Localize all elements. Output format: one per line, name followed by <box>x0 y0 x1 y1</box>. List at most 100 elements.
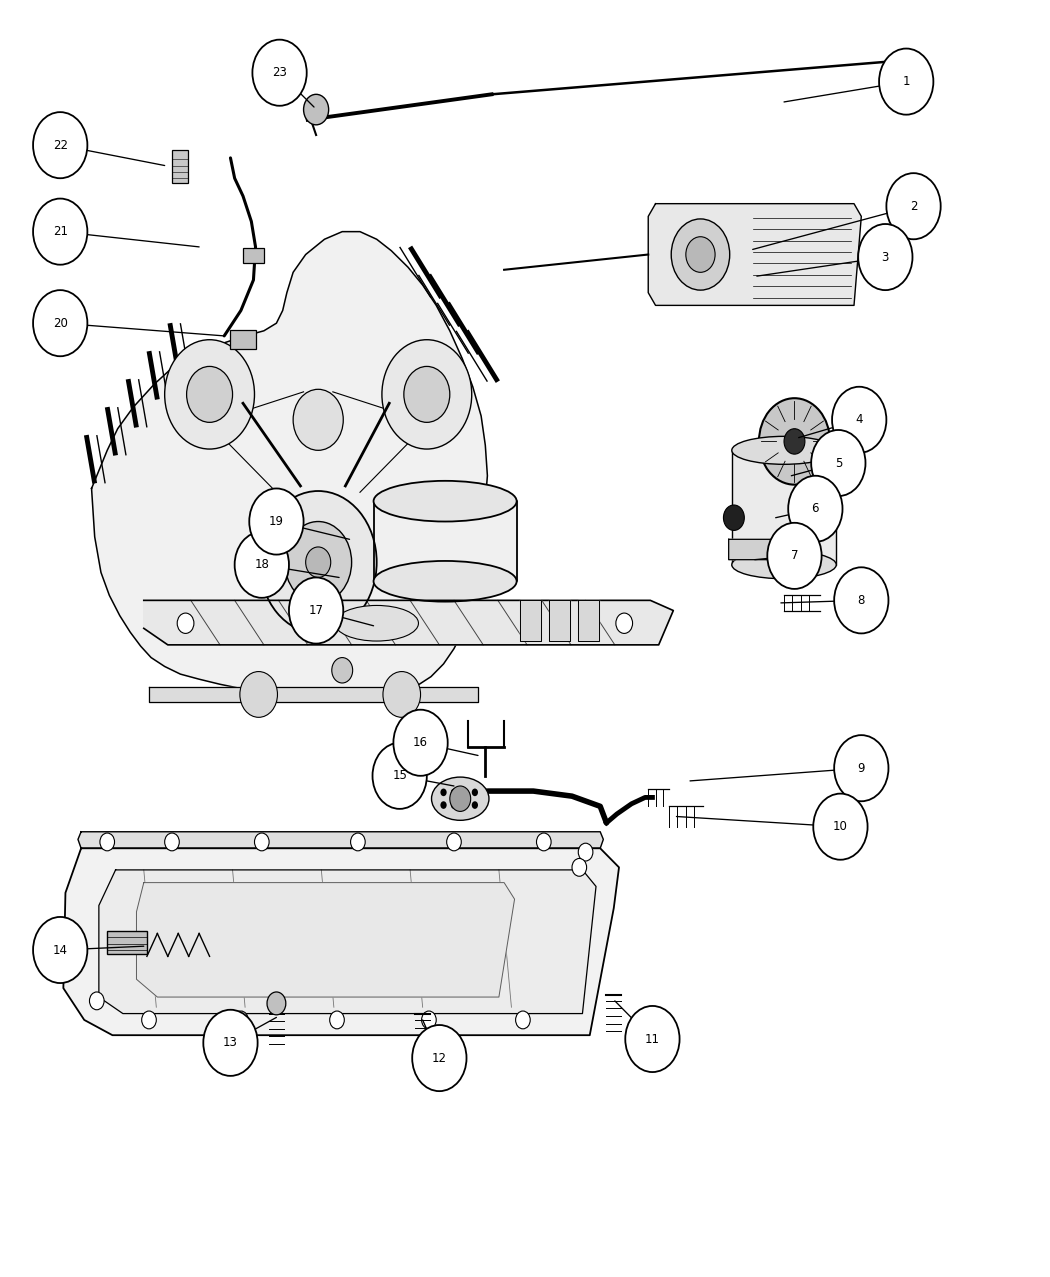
Polygon shape <box>549 600 570 641</box>
Circle shape <box>233 1011 248 1029</box>
Circle shape <box>252 40 307 106</box>
Circle shape <box>259 492 377 633</box>
Text: 3: 3 <box>882 250 889 263</box>
Circle shape <box>383 672 421 718</box>
Circle shape <box>285 521 352 603</box>
Circle shape <box>440 801 446 808</box>
Circle shape <box>461 801 467 808</box>
Circle shape <box>516 1011 530 1029</box>
Circle shape <box>165 833 180 850</box>
Text: 7: 7 <box>791 549 798 562</box>
Circle shape <box>461 788 467 796</box>
Polygon shape <box>374 501 517 581</box>
Text: 11: 11 <box>645 1033 659 1046</box>
Polygon shape <box>144 600 673 645</box>
Circle shape <box>373 743 426 808</box>
Circle shape <box>579 843 593 861</box>
Polygon shape <box>149 687 478 702</box>
Circle shape <box>537 833 551 850</box>
Text: 16: 16 <box>413 737 428 750</box>
Circle shape <box>289 577 343 644</box>
Text: 14: 14 <box>52 944 67 956</box>
Circle shape <box>33 199 87 264</box>
Polygon shape <box>729 539 797 559</box>
Bar <box>230 329 255 349</box>
Circle shape <box>572 858 587 876</box>
Circle shape <box>812 430 865 495</box>
Circle shape <box>723 504 744 530</box>
Circle shape <box>789 476 842 541</box>
Ellipse shape <box>335 605 419 641</box>
Text: 4: 4 <box>856 414 863 427</box>
Text: 8: 8 <box>858 594 865 607</box>
Circle shape <box>332 658 353 683</box>
Circle shape <box>249 489 303 554</box>
Circle shape <box>413 1025 466 1091</box>
Text: 6: 6 <box>812 502 819 516</box>
Circle shape <box>306 547 331 577</box>
Polygon shape <box>91 231 487 702</box>
Circle shape <box>165 340 254 450</box>
Circle shape <box>303 94 329 125</box>
Circle shape <box>351 833 365 850</box>
Circle shape <box>394 710 447 776</box>
Circle shape <box>33 917 87 983</box>
Circle shape <box>330 1011 344 1029</box>
Polygon shape <box>136 882 514 997</box>
Bar <box>172 151 188 184</box>
Circle shape <box>254 833 269 850</box>
Circle shape <box>446 833 461 850</box>
Polygon shape <box>99 870 596 1014</box>
Circle shape <box>784 429 805 455</box>
Polygon shape <box>520 600 541 641</box>
Ellipse shape <box>732 550 836 578</box>
Circle shape <box>886 174 941 239</box>
Ellipse shape <box>374 561 517 601</box>
Circle shape <box>234 531 289 598</box>
Circle shape <box>671 218 730 290</box>
Text: 13: 13 <box>223 1037 238 1050</box>
Circle shape <box>404 366 449 423</box>
Ellipse shape <box>374 481 517 521</box>
Text: 20: 20 <box>52 317 67 329</box>
Polygon shape <box>579 600 600 641</box>
Bar <box>107 931 147 954</box>
Circle shape <box>267 992 286 1015</box>
Text: 22: 22 <box>52 139 67 152</box>
Circle shape <box>834 567 888 633</box>
Text: 5: 5 <box>835 457 842 470</box>
Text: 12: 12 <box>432 1051 447 1065</box>
Circle shape <box>471 801 478 808</box>
Polygon shape <box>648 203 861 305</box>
Circle shape <box>616 613 632 633</box>
Polygon shape <box>78 831 604 848</box>
Circle shape <box>450 788 457 796</box>
Circle shape <box>239 672 277 718</box>
Circle shape <box>625 1006 679 1073</box>
Text: 17: 17 <box>309 604 323 617</box>
Polygon shape <box>732 451 836 564</box>
Circle shape <box>834 736 888 801</box>
Ellipse shape <box>432 778 489 820</box>
Text: 21: 21 <box>52 225 67 238</box>
Text: 23: 23 <box>272 66 287 79</box>
Circle shape <box>832 387 886 453</box>
Circle shape <box>879 49 933 115</box>
Text: 1: 1 <box>902 75 910 88</box>
Circle shape <box>449 785 470 811</box>
Circle shape <box>759 398 830 485</box>
Circle shape <box>686 236 715 272</box>
Circle shape <box>450 801 457 808</box>
Circle shape <box>471 788 478 796</box>
Text: 19: 19 <box>269 515 284 527</box>
Polygon shape <box>63 848 620 1036</box>
Circle shape <box>858 223 912 290</box>
Text: 2: 2 <box>909 199 918 213</box>
Text: 18: 18 <box>254 558 269 571</box>
Circle shape <box>177 613 194 633</box>
Circle shape <box>89 992 104 1010</box>
Circle shape <box>382 340 471 450</box>
Circle shape <box>100 833 114 850</box>
Bar <box>243 248 264 263</box>
Text: 15: 15 <box>393 769 407 783</box>
